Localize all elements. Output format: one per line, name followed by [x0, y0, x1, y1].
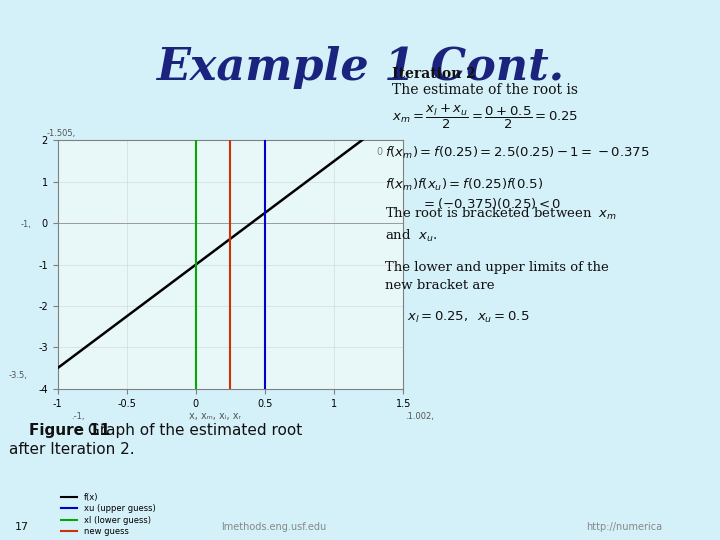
Text: Figure 11: Figure 11: [29, 423, 110, 438]
Text: lmethods.eng.usf.edu: lmethods.eng.usf.edu: [221, 522, 326, 532]
Text: 0: 0: [377, 146, 382, 157]
Text: $f(x_m)= f(0.25)= 2.5(0.25)-1 = -0.375$: $f(x_m)= f(0.25)= 2.5(0.25)-1 = -0.375$: [385, 145, 650, 161]
Text: The estimate of the root is: The estimate of the root is: [392, 84, 578, 98]
Text: $f(x_m)f(x_u)= f(0.25)f(0.5)$: $f(x_m)f(x_u)= f(0.25)f(0.5)$: [385, 177, 544, 193]
Text: -1.505,: -1.505,: [47, 129, 76, 138]
Text: The root is bracketed between  $x_m$
and  $x_u$.: The root is bracketed between $x_m$ and …: [385, 206, 618, 245]
Text: after Iteration 2.: after Iteration 2.: [9, 442, 135, 457]
Text: .-1,: .-1,: [71, 411, 85, 421]
Text: .1.002,: .1.002,: [405, 411, 433, 421]
Text: The lower and upper limits of the
new bracket are: The lower and upper limits of the new br…: [385, 261, 609, 292]
Text: http://numerica: http://numerica: [586, 522, 662, 532]
Text: Graph of the estimated root: Graph of the estimated root: [83, 423, 302, 438]
Legend: f(x), xu (upper guess), xl (lower guess), new guess: f(x), xu (upper guess), xl (lower guess)…: [58, 490, 158, 538]
Text: -3.5,: -3.5,: [9, 371, 27, 380]
Text: Iteration 2: Iteration 2: [392, 68, 476, 82]
Text: 17: 17: [14, 522, 29, 532]
Text: $x_l = 0.25,\;\; x_u = 0.5$: $x_l = 0.25,\;\; x_u = 0.5$: [407, 310, 529, 326]
Text: -1,: -1,: [20, 220, 31, 230]
Text: Example 1 Cont.: Example 1 Cont.: [156, 46, 564, 89]
Text: $x_m = \dfrac{x_l + x_u}{2} = \dfrac{0+0.5}{2} = 0.25$: $x_m = \dfrac{x_l + x_u}{2} = \dfrac{0+0…: [392, 104, 579, 131]
Text: $= (-0.375)(0.25) < 0$: $= (-0.375)(0.25) < 0$: [421, 196, 562, 211]
Text: x, xₘ, xₗ, xᵣ: x, xₘ, xₗ, xᵣ: [189, 410, 241, 421]
